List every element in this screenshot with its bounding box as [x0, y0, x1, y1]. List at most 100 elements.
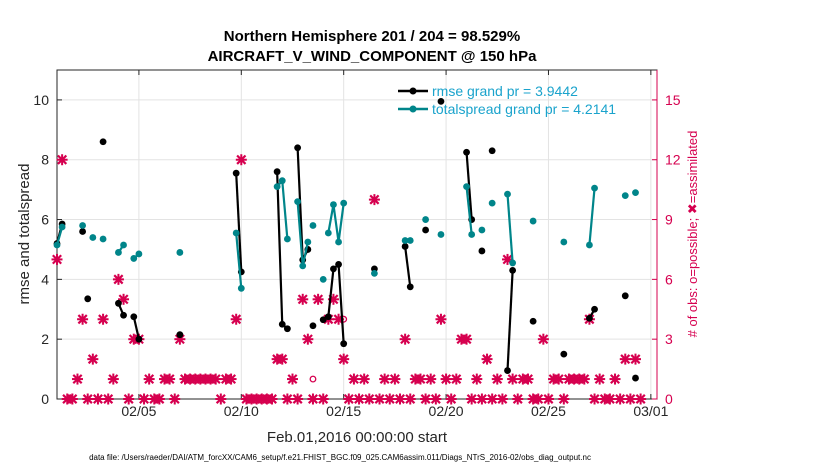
obs-assimilated-marker	[635, 393, 647, 405]
totalspread-point	[53, 241, 61, 249]
data-series	[53, 98, 639, 382]
y-tick-label-4: 8	[41, 152, 49, 168]
obs-assimilated-marker	[558, 393, 570, 405]
totalspread-point	[560, 238, 568, 246]
chart-title-line2: AIRCRAFT_V_WIND_COMPONENT @ 150 hPa	[208, 48, 538, 65]
rmse-line-segment	[235, 173, 243, 272]
right-axis-label: # of obs: o=possible; ✖=assimilated	[685, 131, 700, 338]
totalspread-point	[319, 275, 327, 283]
obs-assimilated-marker	[138, 393, 150, 405]
rmse-point	[232, 169, 240, 177]
obs-assimilated-marker	[225, 373, 237, 385]
totalspread-point	[632, 189, 639, 197]
totalspread-point	[468, 231, 476, 238]
obs-assimilated-marker	[123, 393, 135, 405]
totalspread-point	[135, 250, 143, 258]
obs-assimilated-marker	[307, 393, 319, 405]
rmse-point	[422, 226, 430, 234]
observation-counts	[51, 154, 647, 405]
obs-assimilated-marker	[153, 393, 165, 405]
totalspread-point	[330, 201, 337, 208]
obs-assimilated-marker	[619, 353, 631, 365]
totalspread-point	[406, 237, 414, 244]
x-tick-label-5: 03/01	[633, 403, 668, 419]
obs-assimilated-marker	[235, 154, 247, 166]
obs-assimilated-marker	[481, 353, 493, 365]
obs-assimilated-marker	[348, 373, 360, 385]
totalspread-point	[232, 229, 240, 237]
totalspread-line-segment	[465, 186, 473, 235]
y-axis-label: rmse and totalspread	[16, 164, 33, 305]
totalspread-line-segment	[235, 232, 243, 289]
totalspread-point	[463, 183, 470, 191]
obs-assimilated-marker	[143, 373, 155, 385]
right-tick-label-4: 12	[665, 152, 681, 168]
totalspread-line-segment	[327, 202, 345, 244]
obs-assimilated-marker	[450, 373, 462, 385]
obs-assimilated-marker	[435, 313, 447, 325]
obs-possible-marker	[340, 315, 348, 323]
obs-assimilated-marker	[629, 353, 641, 365]
obs-assimilated-marker	[210, 373, 222, 385]
totalspread-point	[99, 235, 107, 243]
plot-area-frame	[56, 69, 658, 400]
totalspread-point	[324, 229, 332, 237]
obs-assimilated-marker	[317, 393, 329, 405]
totalspread-point	[340, 199, 348, 207]
obs-assimilated-marker	[107, 373, 119, 385]
totalspread-point	[273, 183, 281, 191]
totalspread-point	[176, 249, 184, 256]
obs-assimilated-marker	[471, 373, 483, 385]
rmse-point	[340, 340, 348, 348]
obs-assimilated-marker	[374, 393, 386, 405]
obs-assimilated-marker	[394, 393, 406, 405]
obs-assimilated-marker	[486, 393, 498, 405]
totalspread-line-segment	[296, 201, 309, 268]
rmse-point	[115, 299, 122, 307]
obs-assimilated-marker	[384, 393, 396, 405]
x-tick-label-1: 02/10	[224, 403, 259, 419]
obs-assimilated-marker	[604, 393, 616, 405]
obs-assimilated-marker	[112, 273, 124, 285]
obs-assimilated-marker	[292, 393, 304, 405]
totalspread-point	[304, 238, 312, 246]
obs-assimilated-marker	[297, 293, 309, 305]
obs-assimilated-marker	[97, 313, 109, 325]
obs-assimilated-marker	[77, 313, 89, 325]
totalspread-line-segment	[506, 194, 514, 263]
obs-assimilated-marker	[56, 154, 68, 166]
totalspread-point	[278, 177, 286, 185]
rmse-line-segment	[276, 171, 289, 330]
rmse-point	[478, 247, 486, 255]
legend: rmse grand pr = 3.9442 totalspread grand…	[398, 83, 616, 117]
obs-assimilated-marker	[169, 393, 181, 405]
totalspread-point	[79, 222, 86, 229]
rmse-point	[309, 322, 317, 330]
rmse-line-segment	[404, 246, 412, 287]
obs-assimilated-marker	[266, 393, 278, 405]
totalspread-line-segment	[588, 188, 596, 246]
totalspread-point	[591, 184, 598, 192]
obs-assimilated-marker	[461, 333, 473, 345]
obs-assimilated-marker	[276, 353, 288, 365]
obs-possible-marker	[309, 375, 317, 383]
obs-assimilated-marker	[537, 333, 549, 345]
obs-assimilated-marker	[496, 393, 508, 405]
x-tick-label-4: 02/25	[531, 403, 566, 419]
rmse-point	[560, 350, 568, 358]
rmse-point	[294, 144, 302, 152]
totalspread-point	[529, 217, 537, 225]
rmse-point	[319, 316, 327, 324]
obs-assimilated-marker	[343, 393, 355, 405]
totalspread-point	[309, 222, 317, 229]
obs-assimilated-marker	[532, 393, 544, 405]
obs-assimilated-marker	[230, 313, 242, 325]
obs-assimilated-marker	[440, 373, 452, 385]
obs-assimilated-marker	[589, 393, 601, 405]
obs-assimilated-marker	[164, 373, 176, 385]
obs-assimilated-marker	[286, 373, 298, 385]
totalspread-point	[504, 190, 511, 198]
rmse-point	[591, 305, 598, 313]
totalspread-point	[621, 192, 629, 200]
obs-assimilated-marker	[389, 373, 401, 385]
